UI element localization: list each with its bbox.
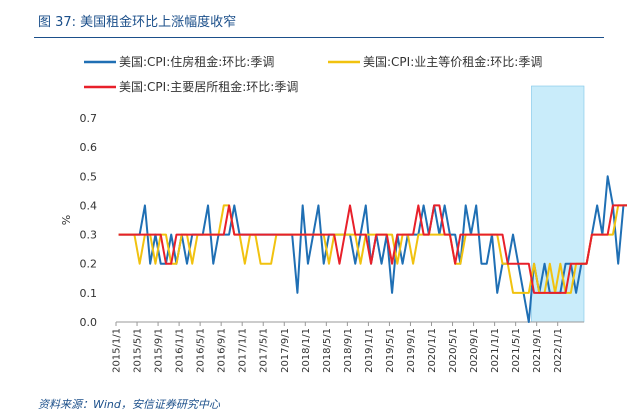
- y-tick-label: 0.4: [80, 199, 98, 212]
- y-tick-label: 0.7: [80, 112, 98, 125]
- x-tick-label: 2019/5/1: [385, 328, 396, 373]
- figure-title: 图 37: 美国租金环比上涨幅度收窄: [38, 15, 237, 30]
- legend: 美国:CPI:住房租金:环比:季调 美国:CPI:业主等价租金:环比:季调美国:C…: [84, 54, 542, 94]
- legend-label-1: 美国:CPI:住房租金:环比:季调: [119, 54, 274, 69]
- y-tick-label: 0.6: [80, 141, 98, 154]
- x-tick-label: 2015/1/1: [112, 328, 123, 373]
- title-rule: [34, 37, 604, 38]
- x-tick-label: 2020/9/1: [469, 328, 480, 373]
- x-tick-label: 2020/1/1: [427, 328, 438, 373]
- x-tick-label: 2018/5/1: [322, 328, 333, 373]
- legend-label-3: 美国:CPI:主要居所租金:环比:季调: [119, 79, 298, 94]
- x-tick-label: 2019/1/1: [364, 328, 375, 373]
- x-tick-label: 2016/1/1: [175, 328, 186, 373]
- y-axis-label: %: [60, 215, 73, 225]
- x-tick-label: 2015/9/1: [154, 328, 165, 373]
- x-tick-label: 2017/9/1: [280, 328, 291, 373]
- x-tick-label: 2021/9/1: [532, 328, 543, 373]
- x-tick-label: 2016/9/1: [217, 328, 228, 373]
- highlight-region: [531, 85, 585, 323]
- x-tick-label: 2021/1/1: [490, 328, 501, 373]
- x-tick-label: 2018/1/1: [301, 328, 312, 373]
- x-tick-label: 2022/1/1: [553, 328, 564, 373]
- x-tick-label: 2016/5/1: [196, 328, 207, 373]
- legend-label-2: 美国:CPI:业主等价租金:环比:季调: [363, 54, 542, 69]
- y-tick-label: 0.2: [80, 258, 98, 271]
- x-tick-label: 2017/1/1: [238, 328, 249, 373]
- y-tick-label: 0.5: [80, 170, 98, 183]
- x-tick-label: 2021/5/1: [511, 328, 522, 373]
- x-tick-label: 2018/9/1: [343, 328, 354, 373]
- y-tick-label: 0.1: [80, 287, 98, 300]
- x-tick-label: 2017/5/1: [259, 328, 270, 373]
- series-lines: [118, 175, 627, 323]
- y-axis-ticks: 0.0 0.1 0.2 0.3 0.4 0.5 0.6 0.7: [80, 112, 98, 329]
- x-axis-ticks: 2015/1/1 2015/5/1 2015/9/1 2016/1/1 2016/5/1…: [112, 322, 564, 373]
- x-tick-label: 2020/5/1: [448, 328, 459, 373]
- y-tick-label: 0.3: [80, 229, 98, 242]
- y-tick-label: 0.0: [80, 316, 98, 329]
- series-line-1: [118, 175, 627, 323]
- series-line-3: [118, 204, 627, 294]
- x-tick-label: 2019/9/1: [406, 328, 417, 373]
- source-note: 资料来源：Wind，安信证券研究中心: [38, 398, 220, 411]
- x-tick-label: 2015/5/1: [133, 328, 144, 373]
